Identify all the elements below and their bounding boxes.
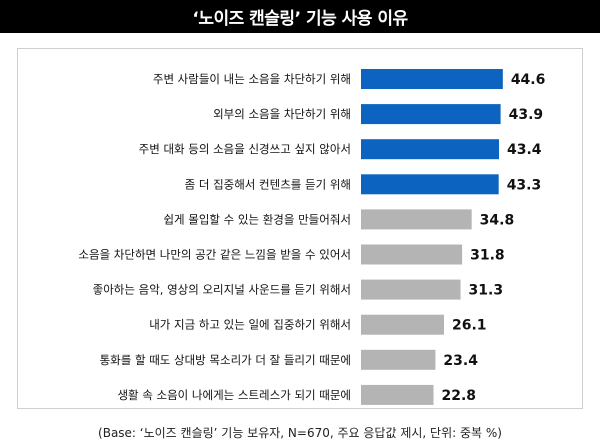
category-label: 내가 지금 하고 있는 일에 집중하기 위해서 <box>149 318 351 332</box>
value-label: 23.4 <box>443 353 478 369</box>
category-label: 소음을 차단하면 나만의 공간 같은 느낌을 받을 수 있어서 <box>78 248 351 262</box>
value-label: 31.8 <box>470 248 505 264</box>
value-label: 22.8 <box>442 388 477 404</box>
category-label: 좀 더 집중해서 컨텐츠를 듣기 위해 <box>185 177 351 191</box>
value-label: 31.3 <box>469 283 504 299</box>
category-label: 쉽게 몰입할 수 있는 환경을 만들어줘서 <box>163 212 351 226</box>
category-label: 주변 대화 등의 소음을 신경쓰고 싶지 않아서 <box>139 142 351 156</box>
chart-title: ‘노이즈 캔슬링’ 기능 사용 이유 <box>0 0 600 33</box>
chart-frame: 주변 사람들이 내는 소음을 차단하기 위해 44.6 외부의 소음을 차단하기 위… <box>17 48 583 409</box>
bar <box>361 104 501 125</box>
category-label: 좋아하는 음악, 영상의 오리지널 사운드를 듣기 위해서 <box>93 283 351 297</box>
category-label: 주변 사람들이 내는 소음을 차단하기 위해 <box>153 72 351 86</box>
value-label: 34.8 <box>480 212 515 228</box>
category-label: 외부의 소음을 차단하기 위해 <box>213 107 351 121</box>
value-label: 43.4 <box>507 142 542 158</box>
bar <box>361 244 463 265</box>
category-label: 통화를 할 때도 상대방 목소리가 더 잘 들리기 때문에 <box>100 353 351 367</box>
value-label: 43.3 <box>507 177 542 193</box>
bar <box>361 174 499 195</box>
category-label: 생활 속 소음이 나에게는 스트레스가 되기 때문에 <box>117 388 351 402</box>
value-label: 43.9 <box>509 107 544 123</box>
bar <box>361 314 444 335</box>
bar <box>361 139 500 160</box>
bar <box>361 384 434 405</box>
bar <box>361 349 436 370</box>
footnote: (Base: ‘노이즈 캔슬링’ 기능 보유자, N=670, 주요 응답값 제… <box>98 426 502 440</box>
bar <box>361 69 503 89</box>
bar <box>361 209 472 230</box>
value-label: 26.1 <box>452 318 487 334</box>
bar-chart: 주변 사람들이 내는 소음을 차단하기 위해 44.6 외부의 소음을 차단하기 위… <box>78 69 546 405</box>
value-label: 44.6 <box>511 72 546 88</box>
bar <box>361 279 461 300</box>
